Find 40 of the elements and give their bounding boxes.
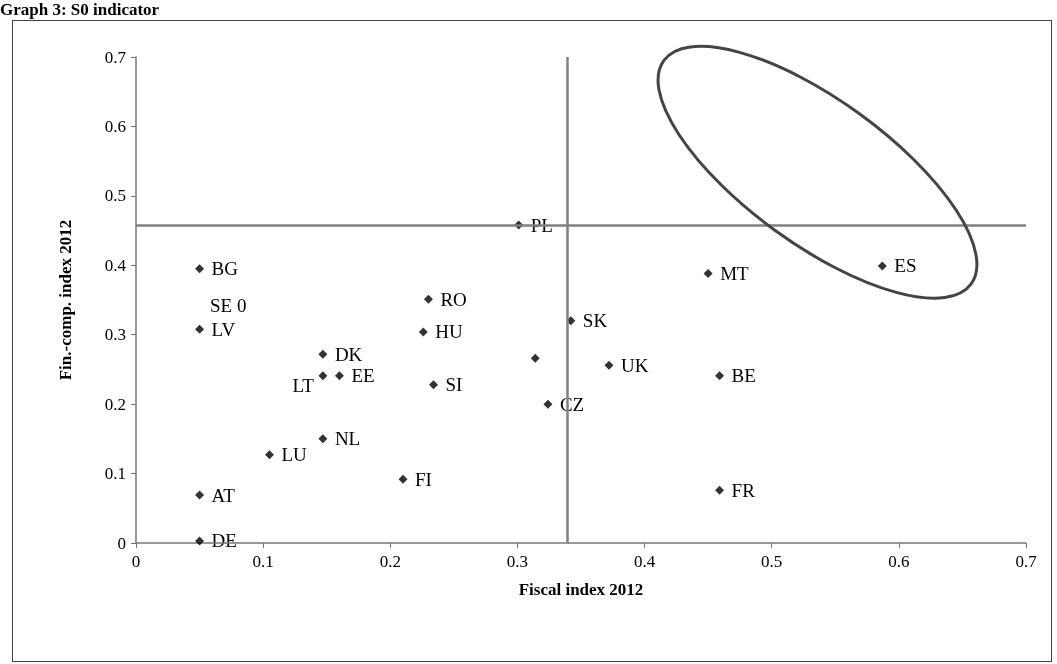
annotation: NL [334, 428, 361, 450]
annotation: SI [445, 374, 463, 396]
x-tick-label: 0.5 [761, 552, 783, 571]
annotation: FR [731, 479, 756, 501]
y-tick-label: 0.1 [104, 464, 126, 484]
annotation: EE [351, 365, 375, 387]
x-axis-title: Fiscal index 2012 [518, 580, 644, 599]
annotation: LU [281, 444, 308, 466]
annotation: SE 0 [210, 294, 247, 316]
annotation: DK [334, 343, 363, 365]
annotation: UK [620, 354, 649, 376]
y-tick-label: 0.6 [104, 116, 126, 136]
y-tick-label: 0 [117, 533, 126, 553]
x-tick-label: 0.6 [888, 552, 910, 571]
x-tick-label: 0.3 [506, 552, 529, 571]
x-tick-label: 0.7 [1015, 552, 1038, 571]
chart-title: Graph 3: S0 indicator [0, 0, 160, 20]
annotation: FI [415, 468, 432, 490]
annotation: CZ [559, 393, 585, 415]
y-axis-title: Fin.-comp. index 2012 [56, 219, 75, 381]
y-tick-label: 0.5 [104, 186, 126, 206]
annotation: AT [211, 484, 236, 506]
annotation: RO [440, 288, 467, 310]
x-tick-label: 0.1 [252, 552, 274, 571]
y-tick-label: 0.7 [104, 47, 127, 67]
annotation: SK [582, 310, 608, 332]
y-tick-label: 0.2 [104, 394, 126, 414]
annotation: ES [894, 255, 917, 277]
annotation: BG [211, 258, 239, 280]
x-tick-label: 0.4 [633, 552, 656, 571]
x-tick-label: 0.2 [379, 552, 401, 571]
annotation: LV [211, 318, 236, 340]
annotation: MT [720, 263, 750, 285]
annotation: BE [731, 365, 756, 387]
y-tick-label: 0.3 [104, 325, 126, 345]
x-tick-label: 0 [131, 552, 141, 571]
annotation: LT [292, 375, 315, 397]
annotation: DE [211, 530, 237, 552]
y-tick-label: 0.4 [104, 255, 127, 275]
annotation: HU [435, 321, 464, 343]
